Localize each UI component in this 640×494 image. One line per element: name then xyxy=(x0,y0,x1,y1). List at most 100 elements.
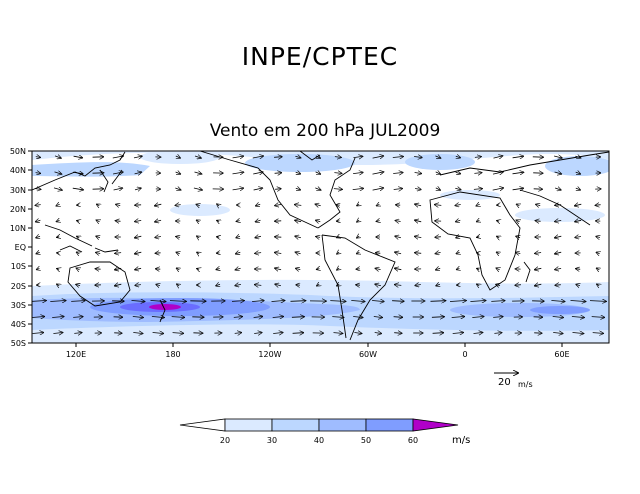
wind-arrow-icon xyxy=(333,189,342,190)
wind-arrow-icon xyxy=(455,172,461,173)
wind-arrow-icon xyxy=(52,317,64,318)
wind-arrow-icon xyxy=(337,268,339,270)
wind-arrow-icon xyxy=(591,317,605,318)
wind-arrow-icon xyxy=(234,333,242,334)
wind-arrow-icon xyxy=(497,236,499,237)
wind-arrow-icon xyxy=(255,253,262,254)
wind-arrow-icon xyxy=(295,205,302,206)
wind-arrow-icon xyxy=(535,268,542,269)
lat-label: 20S xyxy=(11,282,26,291)
wind-arrow-icon xyxy=(275,253,282,254)
lat-label: 30N xyxy=(10,186,26,195)
wind-arrow-icon xyxy=(296,188,300,190)
wind-arrow-icon xyxy=(455,205,461,206)
lat-label: 40N xyxy=(10,166,26,175)
wind-arrow-icon xyxy=(373,317,382,318)
wind-arrow-icon xyxy=(435,172,441,174)
wind-arrow-icon xyxy=(232,156,244,158)
wind-arrow-icon xyxy=(516,253,521,254)
reference-vector: 20 m/s xyxy=(494,373,533,389)
lon-label: 60E xyxy=(554,350,569,359)
wind-arrow-icon xyxy=(337,252,339,254)
wind-arrow-icon xyxy=(217,204,219,206)
wind-arrow-icon xyxy=(57,237,59,238)
lat-label: 50N xyxy=(10,147,26,156)
wind-arrow-icon xyxy=(197,252,199,253)
reference-unit: m/s xyxy=(518,380,533,389)
wind-arrow-icon xyxy=(456,156,460,157)
wind-arrow-icon xyxy=(115,284,122,286)
wind-arrow-icon xyxy=(377,204,380,205)
wind-arrow-icon xyxy=(32,317,45,318)
wind-arrow-icon xyxy=(357,236,359,238)
wind-arrow-icon xyxy=(570,301,586,302)
wind-arrow-icon xyxy=(330,301,345,302)
wind-arrow-icon xyxy=(455,188,460,189)
wind-arrow-icon xyxy=(71,301,85,302)
wind-arrow-icon xyxy=(394,333,402,334)
wind-arrow-icon xyxy=(193,188,202,190)
wind-arrow-icon xyxy=(32,301,46,302)
wind-arrow-icon xyxy=(597,268,600,270)
wind-arrow-icon xyxy=(572,333,584,334)
wind-vectors xyxy=(32,156,606,334)
wind-arrow-icon xyxy=(555,268,562,269)
wind-arrow-icon xyxy=(73,172,83,174)
wind-arrow-icon xyxy=(357,204,359,205)
lon-label: 60W xyxy=(359,350,377,359)
wind-arrow-icon xyxy=(333,333,343,334)
wind-arrow-icon xyxy=(492,188,504,190)
wind-arrow-icon xyxy=(35,157,40,158)
wind-arrow-icon xyxy=(494,333,501,334)
wind-arrow-icon xyxy=(253,172,263,174)
wind-arrow-icon xyxy=(197,269,199,270)
wind-arrow-icon xyxy=(271,301,285,302)
wind-arrow-icon xyxy=(473,333,483,334)
wind-arrow-icon xyxy=(512,156,524,158)
wind-arrow-icon xyxy=(575,237,581,238)
wind-arrow-icon xyxy=(474,157,481,158)
wind-arrow-icon xyxy=(372,188,384,190)
wind-arrow-icon xyxy=(375,284,382,286)
wind-arrow-icon xyxy=(456,220,461,221)
wind-arrow-icon xyxy=(357,252,360,253)
lat-label: 30S xyxy=(11,301,26,310)
wind-arrow-icon xyxy=(337,284,339,285)
wind-arrow-icon xyxy=(135,252,142,254)
wind-arrow-icon xyxy=(497,252,500,254)
wind-arrow-icon xyxy=(415,236,422,237)
wind-arrow-icon xyxy=(395,236,402,238)
wind-arrow-icon xyxy=(553,333,563,334)
wind-arrow-icon xyxy=(73,156,83,158)
wind-arrow-icon xyxy=(135,220,142,221)
wind-arrow-icon xyxy=(393,317,403,318)
wind-arrow-icon xyxy=(415,204,422,206)
wind-arrow-icon xyxy=(393,189,403,190)
colorbar-segment xyxy=(365,418,414,432)
wind-arrow-icon xyxy=(596,237,600,238)
wind-arrow-icon xyxy=(517,204,520,205)
wind-arrow-icon xyxy=(493,156,503,158)
wind-arrow-icon xyxy=(315,188,320,190)
wind-arrow-icon xyxy=(275,189,281,190)
wind-arrow-icon xyxy=(334,157,341,158)
wind-arrow-icon xyxy=(449,301,466,302)
wind-arrow-icon xyxy=(175,188,180,190)
wind-arrow-icon xyxy=(252,301,264,302)
wind-arrow-icon xyxy=(177,284,179,286)
wind-arrow-icon xyxy=(477,237,479,238)
wind-arrow-icon xyxy=(592,333,604,334)
wind-arrow-icon xyxy=(54,172,62,174)
wind-arrow-icon xyxy=(597,284,599,285)
wind-arrow-icon xyxy=(376,253,381,254)
wind-arrow-icon xyxy=(535,284,542,286)
wind-arrow-icon xyxy=(317,284,319,285)
wind-arrow-icon xyxy=(353,317,363,318)
wind-arrow-icon xyxy=(217,221,219,222)
lon-label: 120E xyxy=(66,350,86,359)
wind-arrow-icon xyxy=(74,333,81,334)
wind-arrow-icon xyxy=(135,268,142,269)
wind-arrow-icon xyxy=(133,333,142,334)
wind-arrow-icon xyxy=(473,189,482,190)
wind-arrow-icon xyxy=(57,269,59,270)
